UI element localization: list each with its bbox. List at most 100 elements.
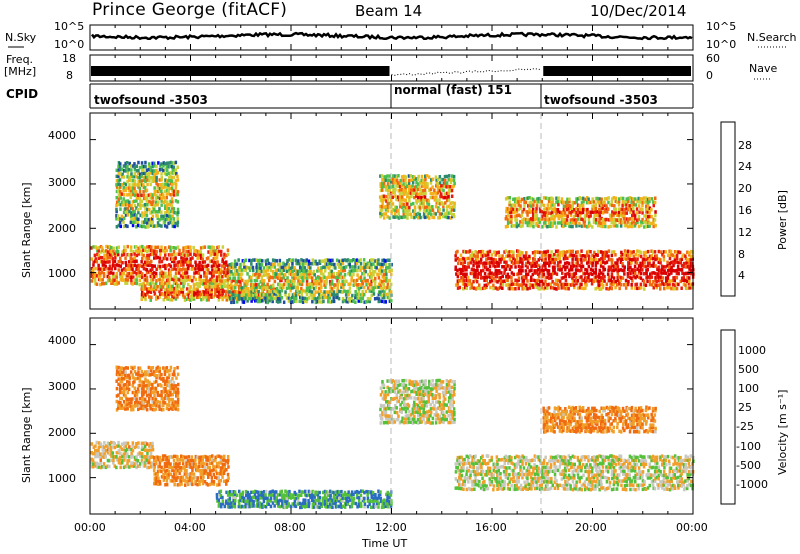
power-cell <box>144 293 147 297</box>
power-cell <box>629 250 632 254</box>
power-cell <box>250 262 253 266</box>
power-cell <box>343 280 347 284</box>
power-cell <box>352 269 355 273</box>
power-cell <box>563 256 567 261</box>
power-cell <box>194 260 197 264</box>
power-cell <box>275 286 279 291</box>
power-cell <box>286 262 289 266</box>
power-cell <box>532 221 535 225</box>
power-cell <box>167 274 171 278</box>
power-cell <box>153 164 156 168</box>
power-cell <box>678 258 682 262</box>
power-cell <box>578 257 581 262</box>
power-cell <box>350 259 353 263</box>
power-cell <box>580 282 583 287</box>
power-cell <box>223 252 226 257</box>
power-cell <box>675 260 679 264</box>
power-cell <box>361 290 364 294</box>
power-cell <box>664 265 667 269</box>
power-cell <box>119 185 122 189</box>
power-cell <box>621 200 625 204</box>
power-cell <box>144 179 147 184</box>
power-cell <box>301 262 305 267</box>
power-cell <box>511 203 515 207</box>
power-cell <box>513 261 517 265</box>
power-cell <box>483 253 486 257</box>
power-cell <box>117 252 120 257</box>
power-cell <box>329 275 332 279</box>
velocity-cell <box>171 377 174 381</box>
power-cell <box>679 261 682 265</box>
power-cell <box>525 261 528 266</box>
power-cell <box>216 250 219 254</box>
power-cell <box>562 250 566 254</box>
power-cell <box>148 200 151 204</box>
velocity-cell <box>169 368 172 373</box>
power-cell <box>581 203 585 208</box>
power-cell <box>411 175 415 179</box>
power-cell <box>201 267 205 271</box>
power-cell <box>623 283 626 287</box>
power-cell <box>505 260 508 264</box>
power-cell <box>620 213 623 217</box>
power-cell <box>137 202 140 207</box>
velocity-cell <box>131 404 134 408</box>
power-cell <box>487 282 490 286</box>
power-cell <box>666 260 669 265</box>
power-cell <box>300 299 303 303</box>
power-cell <box>155 297 158 301</box>
power-cell <box>549 282 553 286</box>
power-cell <box>325 276 328 280</box>
velocity-cell <box>156 390 159 395</box>
power-cell <box>404 185 407 190</box>
power-cell <box>151 214 155 218</box>
power-cell <box>266 300 269 305</box>
power-cell <box>537 217 541 221</box>
power-cell <box>171 267 174 272</box>
power-cell <box>388 195 391 199</box>
power-cell <box>530 275 533 279</box>
power-cell <box>280 272 284 276</box>
power-cell <box>162 168 165 173</box>
power-cell <box>625 223 628 228</box>
power-cell <box>94 266 97 271</box>
power-cell <box>462 249 465 254</box>
power-cell <box>616 200 619 204</box>
power-cell <box>485 278 488 283</box>
power-cell <box>639 265 642 269</box>
power-cell <box>551 271 555 276</box>
velocity-cell <box>149 442 152 446</box>
power-cell <box>252 293 255 298</box>
power-cell <box>303 272 307 276</box>
power-cell <box>542 269 545 273</box>
power-cell <box>463 274 467 279</box>
power-cell <box>309 266 312 270</box>
power-cell <box>165 257 169 261</box>
power-cell <box>620 283 623 287</box>
power-cell <box>357 287 361 291</box>
power-cell <box>117 182 120 186</box>
velocity-cell <box>160 458 163 463</box>
power-cell <box>126 209 129 214</box>
power-cell <box>355 261 359 266</box>
power-cell <box>407 174 411 178</box>
power-cell <box>146 178 149 182</box>
power-cell <box>564 213 567 218</box>
power-cell <box>438 189 442 193</box>
power-cell <box>406 184 409 188</box>
power-cell <box>357 289 361 293</box>
velocity-cell <box>94 454 97 459</box>
power-cell <box>363 300 366 304</box>
power-cell <box>639 250 643 255</box>
velocity-cell <box>138 366 142 370</box>
velocity-cell <box>169 383 173 388</box>
power-cell <box>300 286 303 291</box>
power-cell <box>176 264 180 268</box>
power-cell <box>618 220 621 224</box>
power-cell <box>566 250 569 254</box>
velocity-cell <box>144 384 147 388</box>
power-cell <box>153 275 156 279</box>
power-cell <box>234 286 237 290</box>
power-cell <box>219 295 223 299</box>
power-cell <box>91 268 95 272</box>
